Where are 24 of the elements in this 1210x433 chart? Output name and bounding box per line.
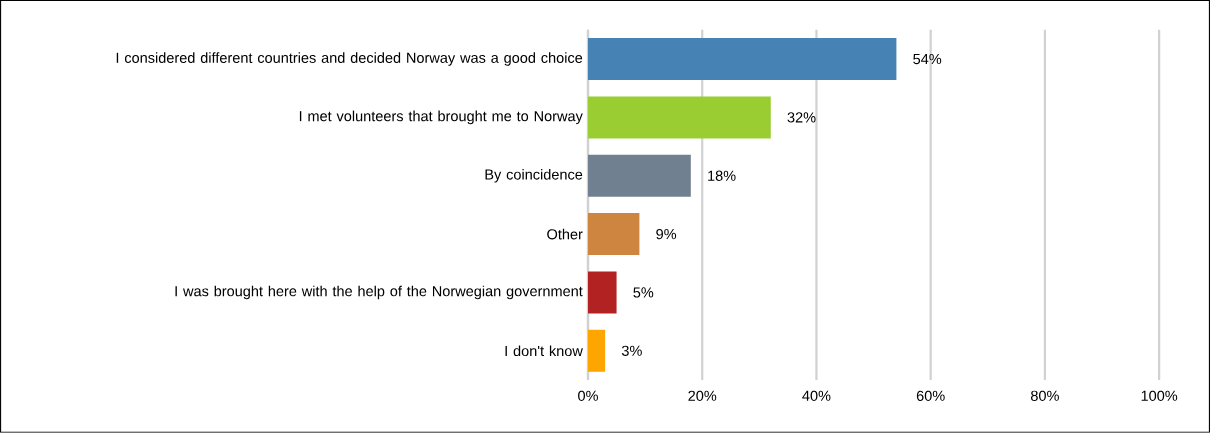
y-tick-label: By coincidence — [485, 169, 583, 183]
y-tick-label: I considered different countries and decided Norway was a good choice — [116, 52, 583, 66]
bar — [588, 96, 771, 139]
x-tick-label: 60% — [916, 390, 945, 402]
bar — [588, 154, 691, 197]
data-label: 32% — [787, 112, 816, 123]
y-tick-label: I met volunteers that brought me to Norway — [299, 110, 583, 125]
x-tick-label: 100% — [1141, 390, 1178, 402]
bar — [588, 329, 606, 372]
data-label: 5% — [633, 287, 654, 298]
x-tick-label: 40% — [802, 390, 831, 402]
bar — [588, 38, 897, 81]
data-label: 54% — [913, 54, 942, 65]
y-tick-label: I don't know — [505, 345, 583, 357]
data-label: 9% — [656, 229, 677, 240]
data-label: 18% — [708, 170, 736, 181]
data-label: 3% — [621, 345, 642, 357]
bar — [588, 271, 617, 314]
x-tick-label: 0% — [578, 390, 598, 402]
bar — [588, 213, 640, 256]
x-tick-label: 20% — [688, 390, 717, 402]
y-tick-label: I was brought here with the help of the Norwegian government — [175, 285, 583, 300]
x-tick-label: 80% — [1030, 390, 1059, 402]
y-tick-label: Other — [547, 228, 583, 240]
